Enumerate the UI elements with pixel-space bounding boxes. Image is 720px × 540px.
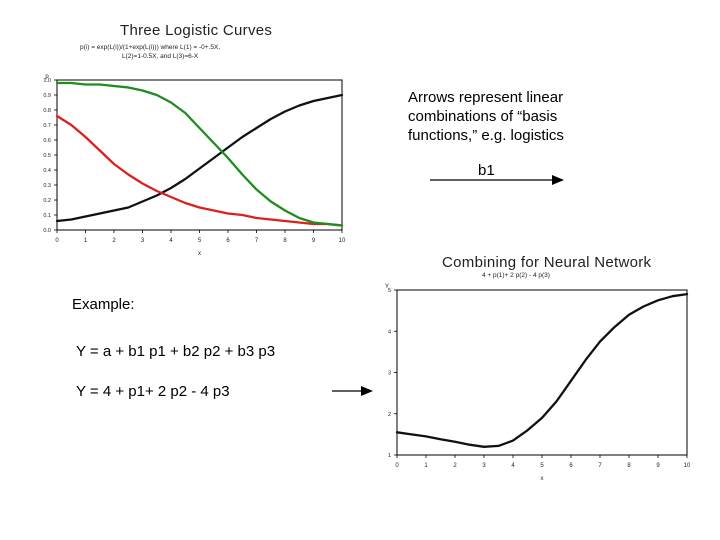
- chart1-series-1-line: [55, 114, 344, 227]
- chart2-xtick-label: 1: [424, 463, 428, 469]
- basis-functions-note: Arrows represent linear combinations of …: [408, 88, 564, 145]
- chart1-ylabel: p: [45, 74, 49, 80]
- chart1-xtick-label: 9: [312, 238, 316, 244]
- chart1-xtick-label: 4: [169, 238, 173, 244]
- chart2-ytick-label: 2: [388, 412, 391, 418]
- chart2-xtick-label: 3: [482, 463, 486, 469]
- example-heading: Example:: [72, 296, 135, 313]
- chart2-xlabel: x: [541, 476, 544, 482]
- note-line-2: combinations of “basis: [408, 108, 558, 125]
- chart1-xtick-label: 6: [226, 238, 230, 244]
- chart2-ytick-label: 1: [388, 453, 391, 459]
- chart2-xtick-label: 10: [684, 463, 691, 469]
- note-line-1: Arrows represent linear: [408, 89, 564, 106]
- chart1-ytick-label: 0.0: [43, 228, 51, 234]
- chart1-xtick-label: 8: [283, 238, 287, 244]
- chart1-xtick-label: 10: [339, 238, 346, 244]
- chart1-xtick-label: 5: [198, 238, 202, 244]
- arrow-label: b1: [478, 162, 495, 179]
- chart2-ytick-label: 3: [388, 371, 391, 377]
- chart1-xtick-label: 3: [141, 238, 145, 244]
- chart2-xtick-label: 7: [598, 463, 602, 469]
- b1-arrow: [430, 175, 564, 185]
- chart1-plot: 0 1 2 3 4 5 6 7 8 9 10 0.0 0.1 0.2 0.3 0.4 0.5 0.6 0.7 0.8 0…: [43, 74, 346, 257]
- chart1-ytick-label: 0.6: [43, 138, 51, 144]
- b1-arrowhead: [552, 175, 564, 185]
- general-equation: Y = a + b1 p1 + b2 p2 + b3 p3: [76, 343, 276, 360]
- chart1-subtitle-line2: L(2)=1-0.5X, and L(3)=6-X: [122, 53, 199, 60]
- chart2-title: Combining for Neural Network: [442, 254, 652, 271]
- chart1-ytick-label: 0.5: [43, 153, 51, 159]
- chart1-ytick-label: 0.7: [43, 123, 51, 129]
- chart2-ytick-label: 4: [388, 329, 391, 335]
- chart2-xtick-label: 6: [569, 463, 573, 469]
- chart1-series-0-line: [55, 93, 344, 223]
- chart1-xtick-label: 2: [112, 238, 116, 244]
- chart1-xtick-label: 1: [84, 238, 88, 244]
- specific-equation: Y = 4 + p1+ 2 p2 - 4 p3: [76, 383, 230, 400]
- chart1-ytick-label: 0.2: [43, 198, 51, 204]
- chart1-subtitle-line1: p(i) = exp(L(i))/(1+exp(L(i))) where L(1…: [80, 44, 221, 51]
- chart1-ytick-label: 0.9: [43, 93, 51, 99]
- chart2-xtick-label: 0: [395, 463, 399, 469]
- chart1-xlabel: x: [198, 251, 201, 257]
- chart1-xtick-label: 7: [255, 238, 259, 244]
- chart1-series-2-line: [55, 81, 344, 227]
- chart2-subtitle: 4 + p(1)+ 2 p(2) - 4 p(3): [482, 272, 550, 279]
- chart1-ytick-label: 0.4: [43, 168, 51, 174]
- chart2-ylabel: Y: [385, 284, 389, 290]
- chart1-ytick-label: 0.3: [43, 183, 51, 189]
- chart2-series-0-line: [395, 292, 689, 448]
- chart2-ytick-label: 5: [388, 288, 391, 294]
- combination-arrowhead: [361, 386, 373, 396]
- chart2-xtick-label: 5: [540, 463, 544, 469]
- chart1-ytick-label: 0.1: [43, 213, 51, 219]
- chart1-ytick-label: 1.0: [43, 78, 51, 84]
- chart2-xtick-label: 9: [656, 463, 660, 469]
- chart2-xtick-label: 2: [453, 463, 457, 469]
- note-line-3: functions,” e.g. logistics: [408, 127, 564, 144]
- chart2-xtick-label: 4: [511, 463, 515, 469]
- combination-arrow: [332, 386, 373, 396]
- chart2-frame: [396, 289, 688, 456]
- chart1-title: Three Logistic Curves: [120, 22, 273, 39]
- chart2-xtick-label: 8: [627, 463, 631, 469]
- chart1-ytick-label: 0.8: [43, 108, 51, 114]
- chart1-xtick-label: 0: [55, 238, 59, 244]
